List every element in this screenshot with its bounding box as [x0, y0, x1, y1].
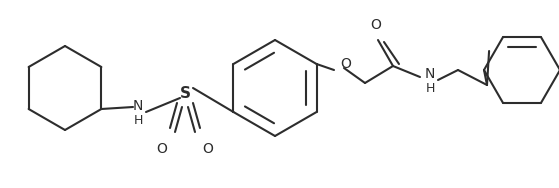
Text: S: S	[179, 86, 191, 101]
Text: H: H	[133, 114, 143, 127]
Text: H: H	[425, 82, 435, 95]
Text: O: O	[157, 142, 168, 156]
Text: O: O	[202, 142, 214, 156]
Text: O: O	[340, 57, 351, 71]
Text: O: O	[371, 18, 381, 32]
Text: N: N	[133, 99, 143, 113]
Text: N: N	[425, 67, 435, 81]
